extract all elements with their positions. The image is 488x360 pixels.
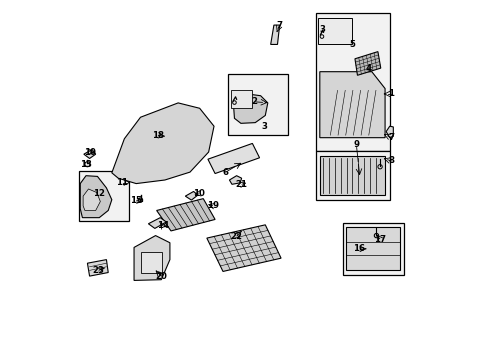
Text: 4: 4 — [365, 64, 370, 73]
Text: 10: 10 — [84, 148, 96, 157]
Polygon shape — [87, 260, 108, 276]
Text: 1: 1 — [388, 89, 394, 98]
Polygon shape — [386, 126, 392, 138]
Bar — [231, 90, 251, 108]
Polygon shape — [319, 156, 384, 195]
Text: 2: 2 — [251, 97, 257, 106]
Text: 11: 11 — [116, 178, 127, 187]
Polygon shape — [156, 199, 215, 231]
Bar — [315, 151, 389, 200]
Text: 13: 13 — [80, 160, 92, 169]
Bar — [315, 13, 389, 151]
Text: 19: 19 — [206, 201, 219, 210]
Text: 7: 7 — [276, 21, 282, 30]
Text: 3: 3 — [261, 122, 267, 131]
Text: 10: 10 — [192, 189, 204, 198]
Text: 20: 20 — [155, 271, 167, 280]
Text: 16: 16 — [352, 244, 365, 253]
Bar — [343, 223, 403, 275]
Polygon shape — [229, 176, 241, 184]
Polygon shape — [134, 235, 169, 280]
Polygon shape — [112, 103, 214, 184]
Text: 3: 3 — [319, 25, 325, 34]
Polygon shape — [83, 149, 96, 158]
Text: 6: 6 — [223, 168, 228, 177]
Polygon shape — [354, 51, 380, 75]
Text: 14: 14 — [156, 221, 168, 230]
Text: 15: 15 — [130, 196, 142, 205]
Text: 18: 18 — [151, 131, 163, 140]
Bar — [317, 18, 351, 44]
Polygon shape — [80, 176, 112, 218]
Text: 12: 12 — [93, 189, 105, 198]
Text: 9: 9 — [353, 140, 359, 149]
Text: 8: 8 — [388, 157, 394, 166]
Bar — [228, 74, 287, 135]
Polygon shape — [233, 94, 267, 123]
Text: 23: 23 — [92, 266, 104, 275]
Text: 5: 5 — [348, 40, 354, 49]
Text: 17: 17 — [373, 235, 386, 244]
Polygon shape — [207, 143, 259, 174]
Text: 21: 21 — [235, 180, 247, 189]
Text: 22: 22 — [230, 232, 242, 241]
Bar — [79, 171, 129, 221]
Polygon shape — [148, 218, 166, 228]
Polygon shape — [185, 192, 198, 200]
Polygon shape — [270, 25, 279, 44]
Polygon shape — [83, 189, 100, 211]
Polygon shape — [319, 72, 384, 138]
Bar — [140, 252, 162, 273]
Polygon shape — [206, 225, 281, 271]
Polygon shape — [346, 227, 400, 270]
Text: 7: 7 — [387, 133, 394, 142]
